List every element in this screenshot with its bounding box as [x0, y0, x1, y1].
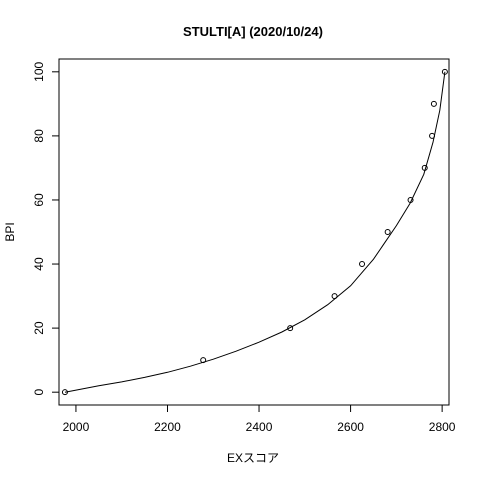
y-tick-label: 0 — [32, 389, 46, 396]
chart-title: STULTI[A] (2020/10/24) — [183, 24, 323, 39]
x-tick-label: 2200 — [154, 420, 181, 434]
data-point — [441, 68, 448, 75]
data-point — [407, 196, 414, 203]
data-point — [331, 293, 338, 300]
data-point — [421, 164, 428, 171]
x-tick-label: 2000 — [63, 420, 90, 434]
x-tick-label: 2800 — [429, 420, 456, 434]
y-tick-label: 60 — [32, 193, 46, 207]
data-point — [61, 389, 68, 396]
data-point — [287, 325, 294, 332]
data-point — [430, 100, 437, 107]
x-tick-label: 2600 — [337, 420, 364, 434]
x-axis-label: EXスコア — [227, 451, 279, 465]
y-tick-label: 40 — [32, 257, 46, 271]
data-point — [359, 261, 366, 268]
y-tick-label: 100 — [32, 61, 46, 81]
fit-curve — [64, 71, 446, 393]
data-point — [429, 132, 436, 139]
y-tick-label: 80 — [32, 129, 46, 143]
data-point — [384, 229, 391, 235]
x-axis: 2000 2200 2400 2600 2800 — [63, 404, 456, 434]
y-axis: 0 20 40 60 80 100 — [32, 61, 60, 396]
data-points — [61, 68, 448, 396]
y-axis-label: BPI — [3, 222, 17, 241]
x-tick-label: 2400 — [246, 420, 273, 434]
data-point — [200, 357, 207, 364]
y-tick-label: 20 — [32, 321, 46, 335]
